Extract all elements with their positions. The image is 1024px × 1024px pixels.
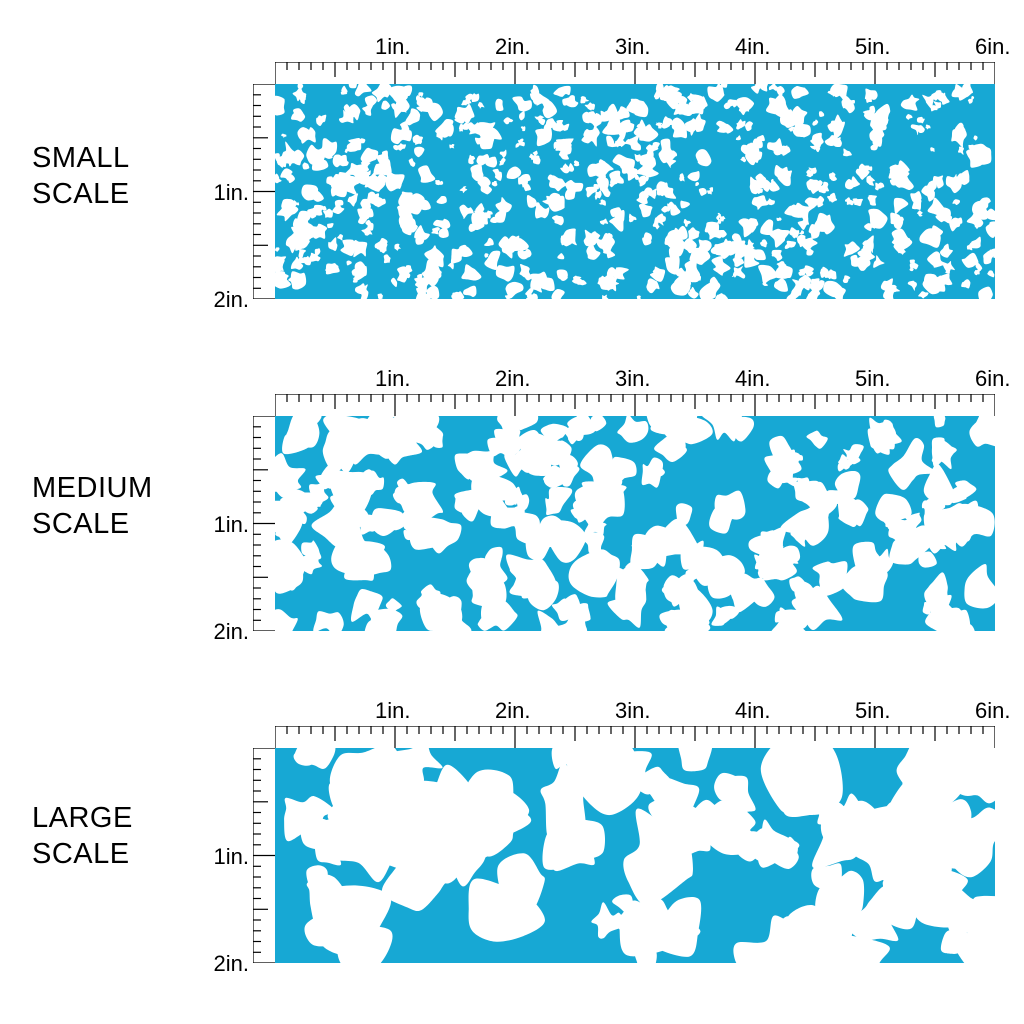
ruler-h-label: 1in. <box>375 366 410 392</box>
ruler-v-label: 2in. <box>214 951 249 977</box>
label-medium-line1: MEDIUM <box>32 472 153 504</box>
label-medium-line2: SCALE <box>32 508 130 540</box>
section-small: SMALL SCALE 1in.2in.3in.4in.5in.6in. 1in… <box>0 20 1024 320</box>
ruler-h-label: 4in. <box>735 34 770 60</box>
ruler-h-label: 6in. <box>975 366 1010 392</box>
ruler-h-label: 5in. <box>855 34 890 60</box>
ruler-h-label: 1in. <box>375 698 410 724</box>
ruler-h-label: 6in. <box>975 34 1010 60</box>
ruler-h-label: 5in. <box>855 698 890 724</box>
ruler-h-label: 4in. <box>735 366 770 392</box>
ruler-v-small: 1in.2in. <box>253 84 275 299</box>
ruler-h-label: 3in. <box>615 34 650 60</box>
ruler-h-label: 6in. <box>975 698 1010 724</box>
ruler-v-label: 2in. <box>214 619 249 645</box>
ruler-v-label: 1in. <box>214 844 249 870</box>
ruler-h-label: 4in. <box>735 698 770 724</box>
ruler-h-label: 5in. <box>855 366 890 392</box>
page: SMALL SCALE 1in.2in.3in.4in.5in.6in. 1in… <box>0 0 1024 1024</box>
label-small-line2: SCALE <box>32 178 130 210</box>
swatch-medium <box>275 416 995 631</box>
label-medium: MEDIUM SCALE <box>32 470 153 543</box>
label-large-line2: SCALE <box>32 838 130 870</box>
ruler-v-medium: 1in.2in. <box>253 416 275 631</box>
ruler-h-large: 1in.2in.3in.4in.5in.6in. <box>275 726 995 748</box>
section-medium: MEDIUM SCALE 1in.2in.3in.4in.5in.6in. 1i… <box>0 352 1024 652</box>
ruler-v-label: 1in. <box>214 180 249 206</box>
ruler-h-medium: 1in.2in.3in.4in.5in.6in. <box>275 394 995 416</box>
ruler-v-label: 1in. <box>214 512 249 538</box>
label-small-line1: SMALL <box>32 142 130 174</box>
ruler-h-label: 2in. <box>495 366 530 392</box>
ruler-h-label: 3in. <box>615 698 650 724</box>
ruler-h-label: 2in. <box>495 34 530 60</box>
swatch-large <box>275 748 995 963</box>
ruler-h-label: 3in. <box>615 366 650 392</box>
label-large-line1: LARGE <box>32 802 133 834</box>
ruler-h-label: 1in. <box>375 34 410 60</box>
section-large: LARGE SCALE 1in.2in.3in.4in.5in.6in. 1in… <box>0 684 1024 984</box>
ruler-h-small: 1in.2in.3in.4in.5in.6in. <box>275 62 995 84</box>
label-small: SMALL SCALE <box>32 140 130 213</box>
swatch-small <box>275 84 995 299</box>
ruler-h-label: 2in. <box>495 698 530 724</box>
ruler-v-label: 2in. <box>214 287 249 313</box>
ruler-v-large: 1in.2in. <box>253 748 275 963</box>
label-large: LARGE SCALE <box>32 800 133 873</box>
